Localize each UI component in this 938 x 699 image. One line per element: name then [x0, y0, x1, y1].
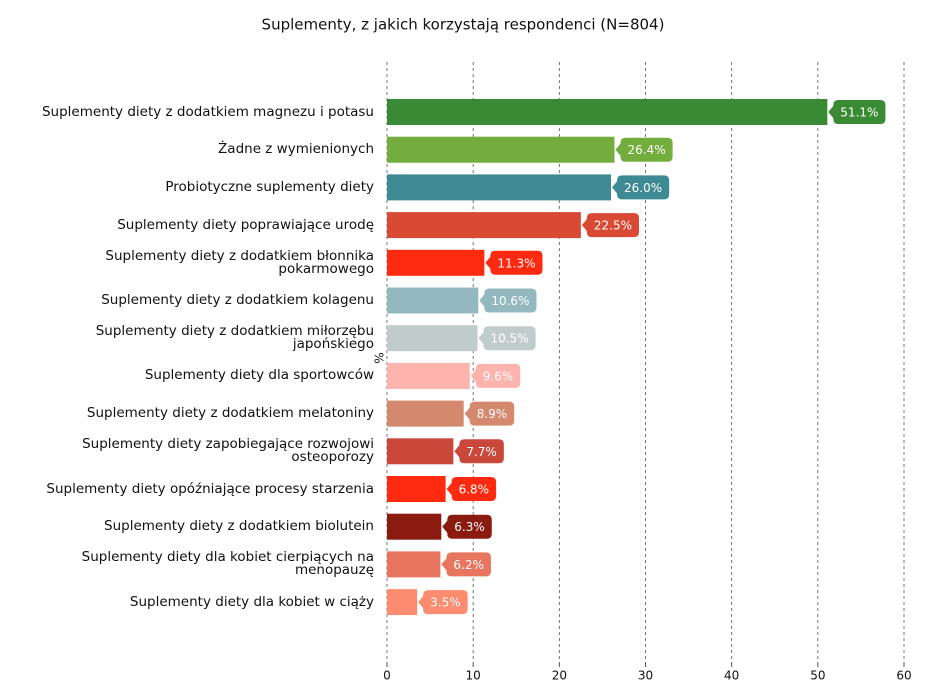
x-tick-label: 50 [810, 669, 825, 683]
chart-title: Suplementy, z jakich korzystają responde… [262, 16, 665, 34]
value-label: 51.1% [840, 106, 878, 120]
value-callout: 10.5% [478, 326, 536, 351]
category-label-box: Suplementy diety z dodatkiem biolutein [10, 510, 374, 544]
value-label: 6.2% [453, 558, 484, 572]
value-label: 26.4% [627, 143, 665, 157]
y-tick-label: Żadne z wymienionych [218, 141, 374, 158]
value-callout: 7.7% [454, 439, 504, 464]
category-label-box: Suplementy diety dla sportowców [10, 359, 374, 393]
y-tick-label: Suplementy diety z dodatkiem melatoniny [86, 405, 374, 422]
bar [387, 325, 478, 352]
callout-box [464, 401, 515, 426]
bar [387, 174, 612, 201]
value-label: 3.5% [430, 596, 461, 610]
value-label: 9.6% [483, 369, 513, 383]
bar [387, 212, 581, 239]
value-label: 22.5% [594, 219, 632, 233]
callout-box [485, 250, 543, 275]
bar [387, 136, 615, 163]
value-callout: 6.2% [441, 552, 491, 577]
bar [387, 476, 446, 502]
category-label-box: Suplementy diety z dodatkiem magnezu i p… [10, 95, 374, 129]
category-label-box: Suplementy diety z dodatkiem melatoniny [10, 397, 374, 431]
x-tick-label: 30 [638, 669, 653, 683]
y-tick-label: Suplementy diety poprawiające urodę [117, 216, 374, 233]
value-label: 11.3% [497, 256, 535, 270]
callout-box [446, 477, 497, 501]
y-tick-label: Suplementy diety z dodatkiem miłorzębu j… [95, 323, 374, 353]
bar [387, 513, 442, 540]
callout-box [828, 100, 886, 124]
callout-box [615, 137, 673, 162]
bar [387, 362, 470, 389]
y-tick-label: Suplementy diety dla kobiet cierpiących … [81, 549, 374, 579]
bar [387, 99, 828, 125]
callout-box [454, 439, 504, 464]
callout-box [441, 552, 491, 577]
y-tick-label: Suplementy diety z dodatkiem błonnika po… [105, 247, 374, 277]
callout-box [612, 175, 670, 200]
value-label: 7.7% [466, 445, 497, 459]
value-callout: 26.0% [612, 175, 670, 200]
bar [387, 589, 418, 616]
bar [387, 249, 485, 276]
bar [387, 400, 464, 427]
callout-box [581, 213, 639, 238]
value-callout: 10.6% [479, 288, 537, 313]
value-label: 10.5% [490, 332, 528, 346]
callout-box [479, 288, 537, 313]
category-label-box: Suplementy diety z dodatkiem miłorzębu j… [10, 321, 374, 355]
value-label: 10.6% [491, 294, 529, 308]
x-tick-label: 60 [896, 669, 911, 683]
y-tick-label: Probiotyczne suplementy diety [165, 178, 374, 195]
y-tick-label: Suplementy diety zapobiegające rozwojowi… [82, 436, 374, 466]
value-callout: 9.6% [470, 363, 521, 388]
value-label: 6.3% [454, 520, 485, 534]
callout-box [418, 590, 468, 615]
x-tick-label: 20 [552, 669, 567, 683]
category-label-box: Suplementy diety z dodatkiem błonnika po… [10, 246, 374, 280]
callout-box [478, 326, 536, 351]
value-callout: 8.9% [464, 401, 515, 426]
value-label: 6.8% [459, 483, 490, 497]
x-tick-label: 10 [466, 669, 481, 683]
category-label-box: Suplementy diety poprawiające urodę [10, 208, 374, 242]
callout-box [442, 514, 492, 539]
y-tick-label: Suplementy diety dla kobiet w ciąży [129, 593, 374, 610]
y-tick-label: Suplementy diety z dodatkiem magnezu i p… [41, 103, 374, 120]
category-label-box: Suplementy diety dla kobiet cierpiących … [10, 547, 374, 581]
y-tick-label: Suplementy diety opóźniające procesy sta… [46, 480, 374, 497]
category-label-box: Probiotyczne suplementy diety [10, 170, 374, 204]
value-label: 26.0% [624, 181, 662, 195]
value-callout: 3.5% [418, 590, 468, 615]
value-label: 8.9% [477, 407, 508, 421]
bar [387, 438, 454, 465]
category-label-box: Suplementy diety opóźniające procesy sta… [10, 472, 374, 506]
y-tick-label: Suplementy diety z dodatkiem kolagenu [101, 292, 374, 308]
y-tick-label: Suplementy diety z dodatkiem biolutein [104, 518, 374, 535]
category-label-box: Suplementy diety dla kobiet w ciąży [10, 585, 374, 619]
value-callout: 22.5% [581, 213, 639, 238]
value-callout: 6.8% [446, 477, 497, 501]
axis-label: % [372, 352, 386, 363]
x-tick-label: 40 [724, 669, 739, 683]
y-tick-label: Suplementy diety dla sportowców [144, 367, 374, 384]
callout-box [470, 363, 521, 388]
category-label-box: Żadne z wymienionych [10, 133, 374, 167]
value-callout: 6.3% [442, 514, 492, 539]
bar [387, 287, 479, 314]
category-label-box: Suplementy diety z dodatkiem kolagenu [10, 284, 374, 318]
value-callout: 26.4% [615, 137, 673, 162]
category-label-box: Suplementy diety zapobiegające rozwojowi… [10, 434, 374, 468]
x-tick-label: 0 [383, 669, 391, 683]
value-callout: 51.1% [828, 100, 886, 124]
value-callout: 11.3% [485, 250, 543, 275]
bar [387, 551, 441, 578]
